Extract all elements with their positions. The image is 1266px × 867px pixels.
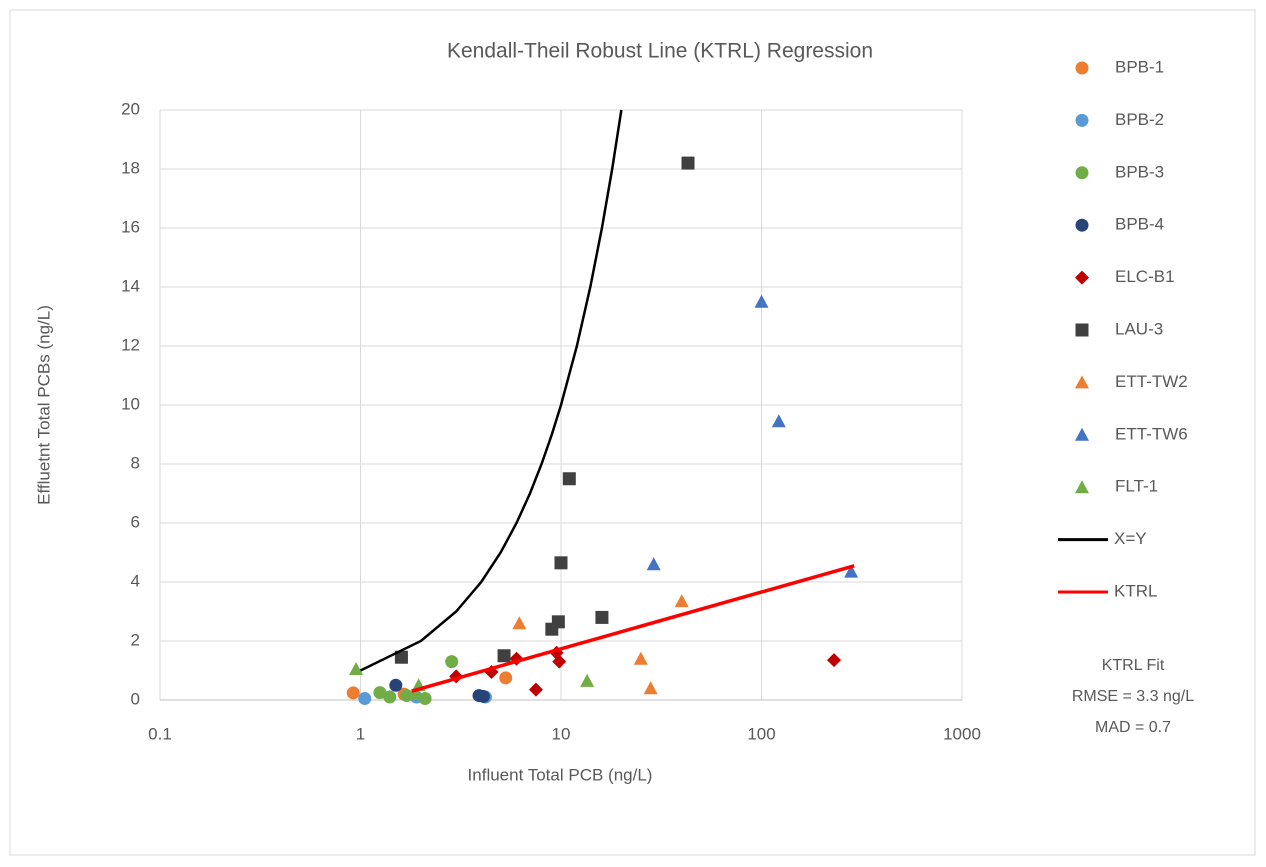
point [400, 689, 414, 703]
point [771, 414, 786, 428]
fit-line [359, 109, 623, 672]
legend-label: BPB-1 [1115, 57, 1164, 76]
y-tick-label: 2 [131, 630, 140, 649]
legend-label: BPB-4 [1115, 215, 1164, 234]
legend-label: KTRL [1114, 581, 1157, 600]
point [554, 556, 568, 570]
point [674, 594, 689, 608]
legend-label: ETT-TW6 [1115, 424, 1188, 443]
x-tick-label: 1000 [943, 724, 981, 743]
point [394, 650, 408, 664]
y-tick-label: 8 [131, 453, 140, 472]
y-tick-label: 14 [121, 276, 140, 295]
x-axis-label: Influent Total PCB (ng/L) [468, 765, 653, 784]
point [346, 686, 360, 700]
point [595, 610, 609, 624]
point [418, 692, 432, 706]
y-tick-label: 12 [121, 335, 140, 354]
legend-marker [1075, 427, 1089, 441]
point [643, 681, 658, 695]
y-tick-label: 16 [121, 217, 140, 236]
y-tick-label: 4 [131, 571, 140, 590]
legend-marker [1075, 323, 1089, 337]
fit-line [411, 564, 855, 693]
point [349, 662, 364, 676]
legend-label: BPB-3 [1115, 162, 1164, 181]
annotation: MAD = 0.7 [1095, 719, 1171, 736]
point [827, 653, 842, 668]
y-tick-label: 0 [131, 689, 140, 708]
legend-label: FLT-1 [1115, 477, 1158, 496]
point [499, 671, 513, 685]
y-axis-label: Effluetnt Total PCBs (ng/L) [34, 305, 53, 505]
point [754, 294, 769, 308]
point [646, 557, 661, 571]
point [476, 689, 490, 703]
y-tick-label: 20 [121, 99, 140, 118]
x-tick-label: 100 [747, 724, 775, 743]
point [681, 156, 695, 170]
annotation: RMSE = 3.3 ng/L [1072, 688, 1194, 705]
point [552, 654, 567, 669]
chart-title: Kendall-Theil Robust Line (KTRL) Regress… [447, 40, 873, 63]
chart-border [9, 9, 1256, 856]
legend-marker [1075, 61, 1089, 75]
point [497, 649, 511, 663]
point [580, 673, 595, 687]
legend-marker [1075, 113, 1089, 127]
point [383, 690, 397, 704]
legend-marker [1075, 270, 1089, 285]
legend-label: BPB-2 [1115, 110, 1164, 129]
x-tick-label: 10 [552, 724, 571, 743]
y-tick-label: 10 [121, 394, 140, 413]
legend-label: LAU-3 [1115, 319, 1163, 338]
point [551, 615, 565, 629]
y-tick-label: 18 [121, 158, 140, 177]
legend-marker [1075, 218, 1089, 232]
point [528, 682, 543, 697]
point [389, 678, 403, 692]
legend-marker [1075, 375, 1089, 389]
point [358, 692, 372, 706]
annotation: KTRL Fit [1102, 657, 1165, 674]
point [562, 472, 576, 486]
x-tick-label: 1 [356, 724, 365, 743]
point [373, 686, 387, 700]
legend-label: ETT-TW2 [1115, 372, 1188, 391]
legend-marker [1075, 166, 1089, 180]
point [633, 651, 648, 665]
legend-label: X=Y [1114, 529, 1147, 548]
legend-label: ELC-B1 [1115, 267, 1175, 286]
point [409, 687, 424, 701]
x-tick-label: 0.1 [148, 724, 172, 743]
point [512, 616, 527, 630]
y-tick-label: 6 [131, 512, 140, 531]
point [844, 564, 859, 578]
legend-marker [1075, 480, 1089, 494]
point [445, 655, 459, 669]
